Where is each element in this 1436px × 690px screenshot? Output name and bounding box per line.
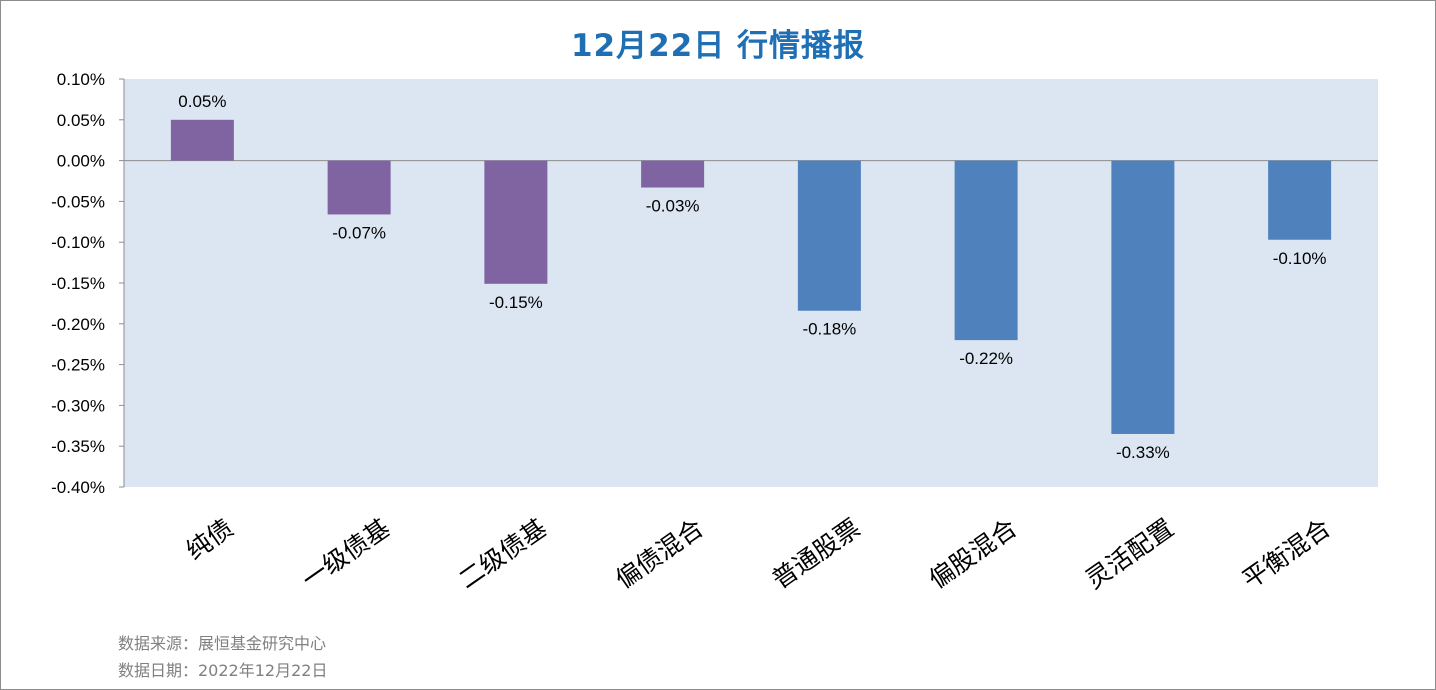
category-label: 二级债基	[453, 513, 552, 594]
data-labels: 0.05% -0.07% -0.15% -0.03% -0.18% -0.22% -0.33…	[178, 92, 1326, 462]
category-label: 纯债	[181, 513, 239, 565]
y-tick-label: -0.15%	[51, 274, 105, 293]
bar	[641, 160, 705, 188]
bar	[1111, 160, 1175, 434]
y-axis-ticks: 0.10% 0.05% 0.00% -0.05% -0.10% -0.15% -0.20% -…	[51, 70, 124, 497]
category-label: 一级债基	[297, 513, 396, 594]
bar	[797, 160, 861, 311]
y-tick-label: -0.05%	[51, 192, 105, 211]
plot-area	[124, 79, 1378, 487]
bar-data-label: -0.03%	[646, 197, 700, 216]
y-tick-label: -0.25%	[51, 356, 105, 375]
chart-title: 12月22日 行情播报	[570, 28, 866, 64]
category-label: 偏债混合	[610, 513, 709, 594]
bar-data-label: -0.07%	[332, 223, 386, 242]
data-source-note: 数据来源：展恒基金研究中心	[118, 634, 327, 653]
bar-data-label: -0.10%	[1273, 249, 1327, 268]
y-tick-label: -0.35%	[51, 437, 105, 456]
bars	[170, 119, 1332, 434]
bar-data-label: 0.05%	[178, 92, 226, 111]
y-tick-label: -0.20%	[51, 315, 105, 334]
y-tick-label: -0.10%	[51, 233, 105, 252]
bar	[954, 160, 1018, 341]
bar	[1268, 160, 1332, 240]
bar	[170, 119, 234, 161]
category-label: 偏股混合	[924, 513, 1023, 594]
y-tick-label: -0.30%	[51, 396, 105, 415]
x-axis-categories: 纯债 一级债基 二级债基 偏债混合 普通股票 偏股混合 灵活配置 平衡混合	[181, 513, 1336, 594]
bar-data-label: -0.15%	[489, 293, 543, 312]
y-tick-label: 0.05%	[57, 111, 105, 130]
bar	[327, 160, 391, 215]
bar	[484, 160, 548, 284]
bar-data-label: -0.18%	[802, 320, 856, 339]
category-label: 普通股票	[767, 513, 866, 594]
category-label: 灵活配置	[1080, 513, 1179, 594]
data-date-note: 数据日期：2022年12月22日	[118, 661, 328, 680]
bar-data-label: -0.33%	[1116, 443, 1170, 462]
y-tick-label: -0.40%	[51, 478, 105, 497]
bar-data-label: -0.22%	[959, 349, 1013, 368]
category-label: 平衡混合	[1237, 513, 1336, 594]
y-tick-label: 0.00%	[57, 152, 105, 171]
y-tick-label: 0.10%	[57, 70, 105, 89]
